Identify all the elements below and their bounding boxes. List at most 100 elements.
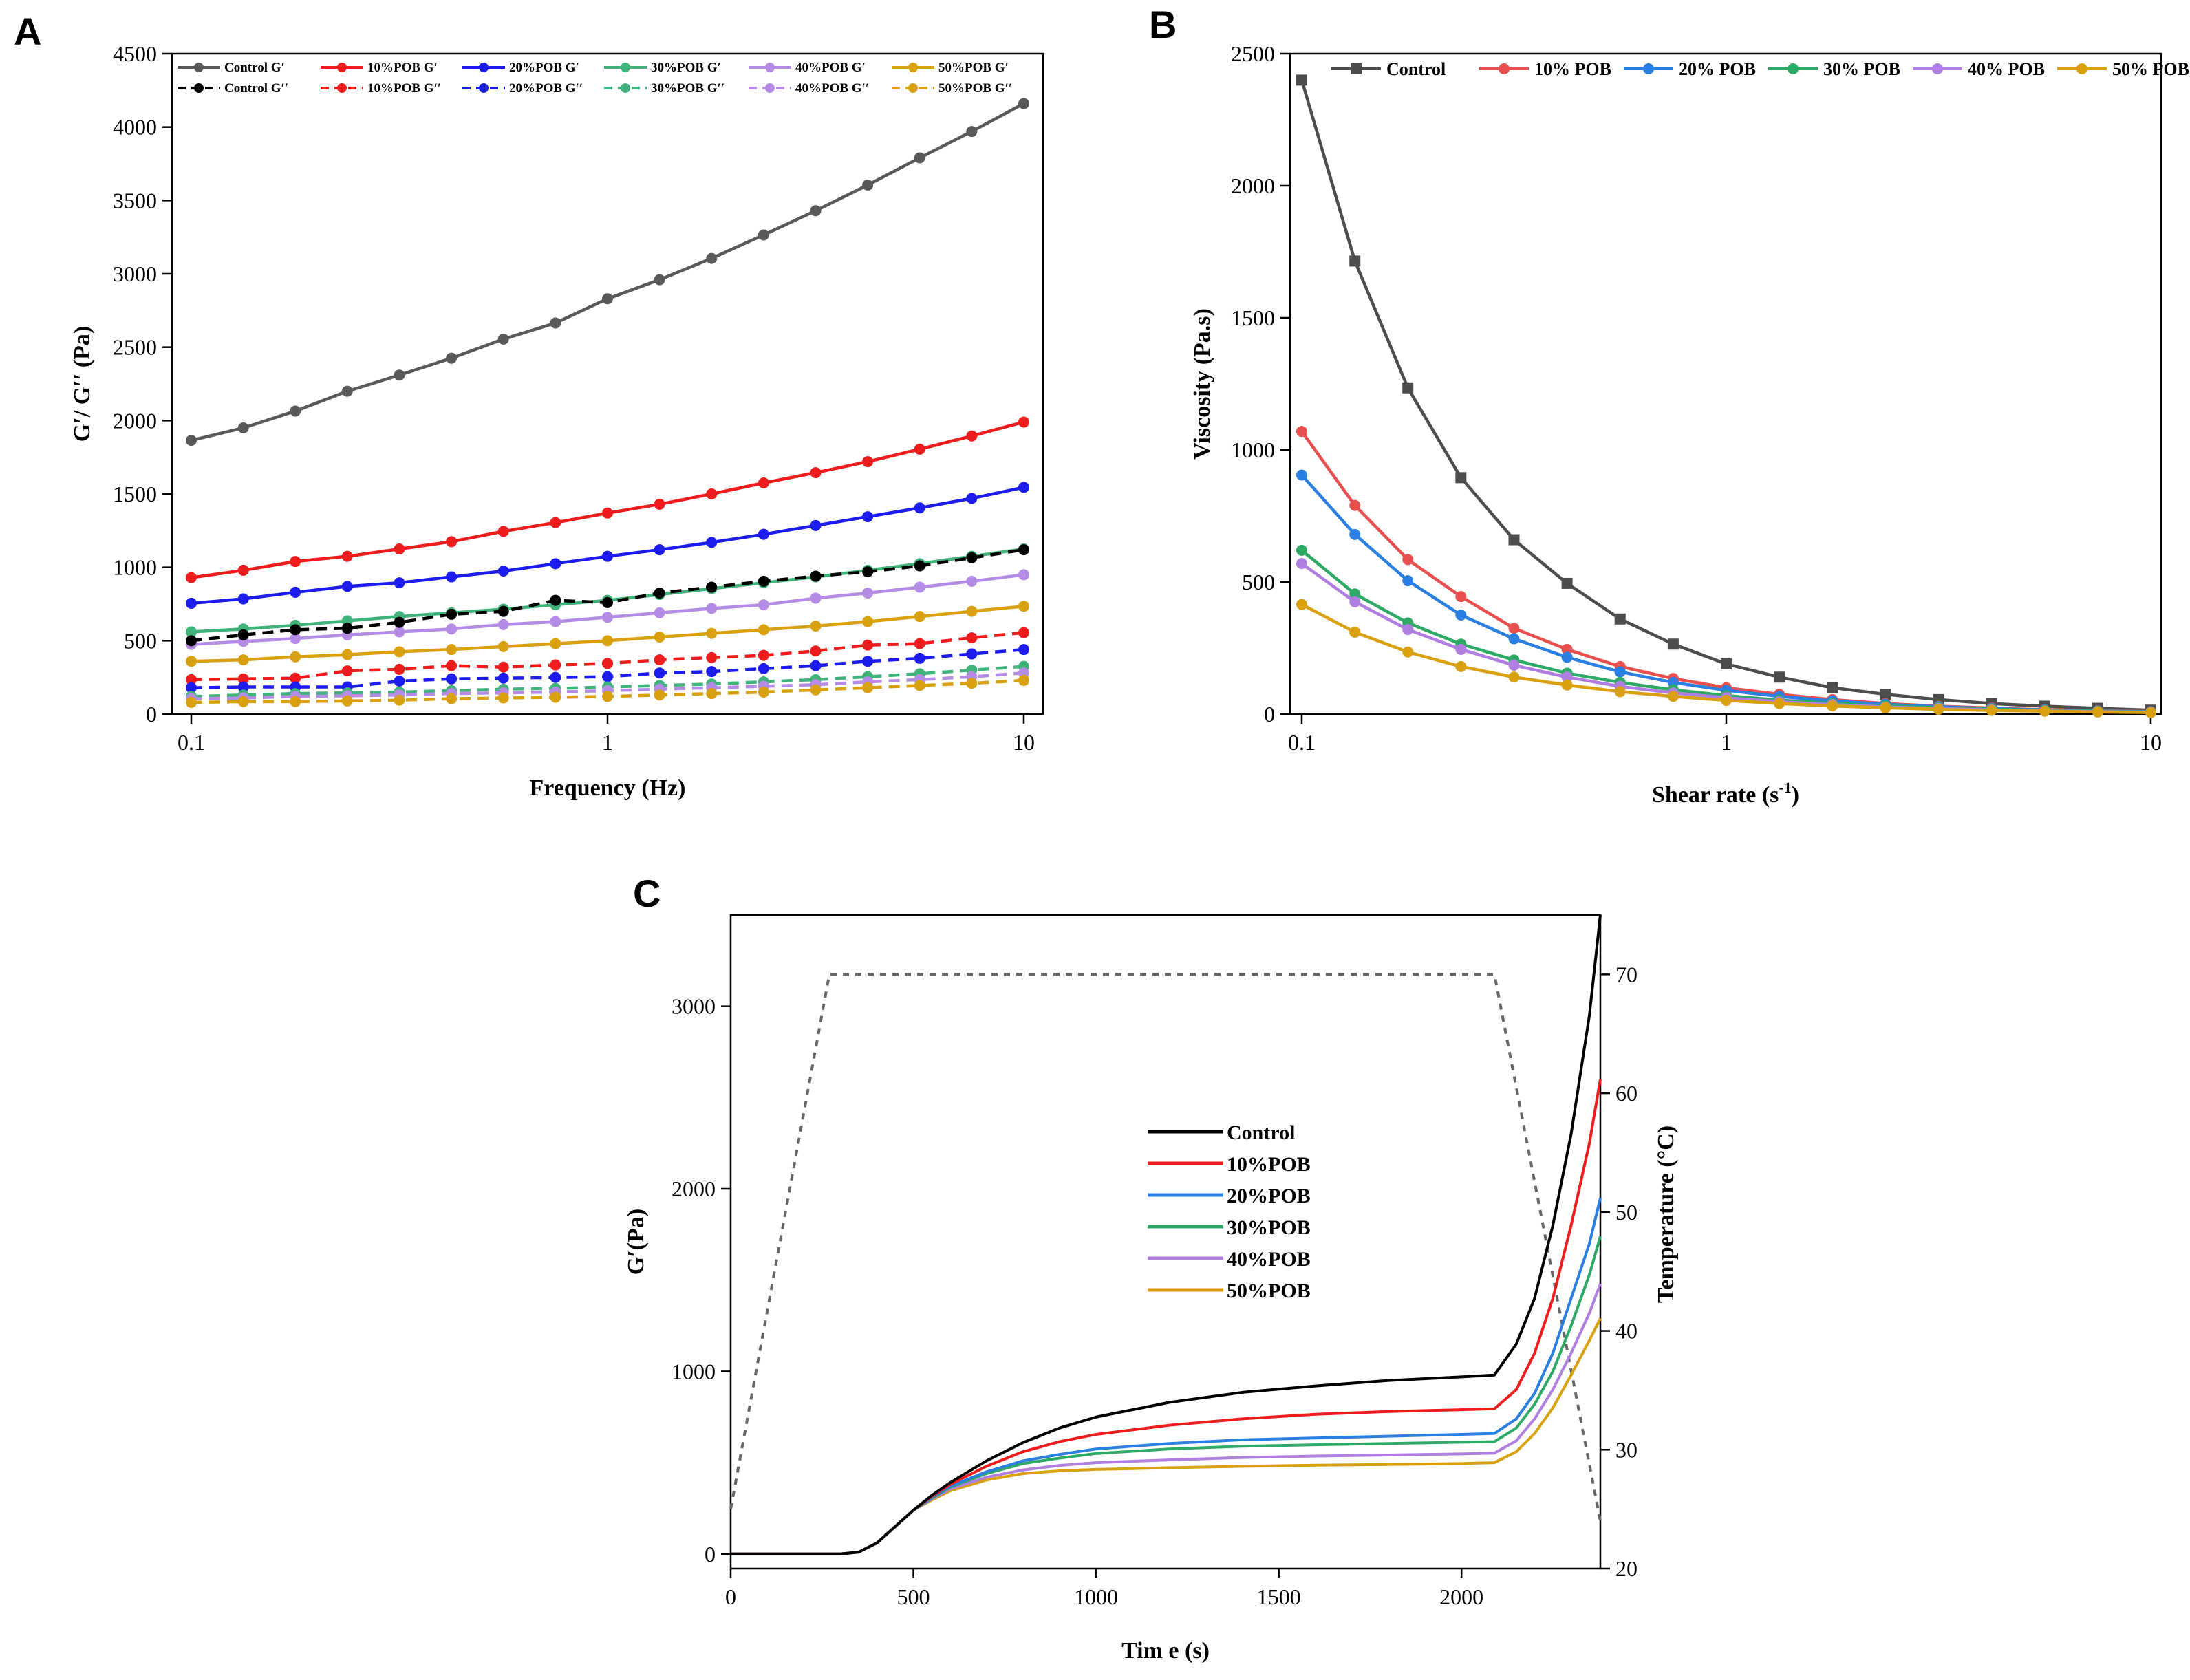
y-tick-label: 2000 — [1231, 173, 1275, 198]
series-20-pob-g — [186, 482, 1029, 609]
data-point — [706, 666, 718, 678]
data-point — [966, 126, 978, 138]
legend-label: 20%POB — [1227, 1185, 1311, 1207]
legend-marker — [621, 63, 630, 72]
data-point — [1561, 671, 1573, 683]
data-point — [186, 682, 197, 693]
x-tick-label: 1000 — [1074, 1584, 1118, 1609]
data-point — [1018, 544, 1029, 556]
data-point — [1296, 544, 1307, 556]
data-point — [1349, 596, 1361, 607]
data-point — [966, 575, 978, 587]
y2-tick-label: 30 — [1615, 1437, 1638, 1462]
data-point — [341, 581, 353, 592]
data-point — [1561, 651, 1573, 663]
data-point — [706, 651, 718, 663]
data-point — [237, 673, 249, 685]
data-point — [341, 623, 353, 634]
data-point — [602, 612, 613, 623]
series-line — [191, 102, 1025, 442]
data-point — [237, 696, 249, 707]
legend-label: 30% POB — [1823, 59, 1900, 79]
data-point — [1402, 554, 1414, 566]
data-point — [1508, 534, 1520, 546]
data-point — [654, 667, 665, 679]
legend-item: 30%POB G′′ — [604, 81, 724, 96]
data-point — [1018, 674, 1029, 686]
data-point — [1880, 689, 1891, 700]
data-point — [290, 651, 301, 663]
y-tick-label: 1000 — [672, 1359, 716, 1383]
panel-c-plot-frame — [729, 914, 1602, 1570]
data-point — [394, 369, 405, 381]
data-point — [810, 684, 822, 696]
data-point — [966, 648, 978, 660]
series-10-pob-g — [186, 627, 1029, 685]
y-tick-label: 1000 — [113, 555, 157, 580]
series-line — [191, 486, 1024, 605]
data-point — [186, 656, 197, 667]
data-point — [758, 687, 769, 698]
legend-label: 50%POB G′ — [938, 61, 1009, 75]
y-tick-label: 1500 — [1231, 305, 1275, 330]
data-point — [341, 385, 353, 397]
data-point — [1018, 627, 1029, 638]
data-point — [1296, 558, 1307, 570]
series-10-pob-g — [186, 416, 1029, 583]
data-point — [1402, 624, 1414, 636]
panel-a-letter: A — [14, 10, 41, 53]
panel-b-legend: Control 10% POB 20% POB 30% POB 40% POB 50% P… — [1331, 59, 2189, 79]
data-point — [1721, 658, 1732, 670]
y2-tick-label: 60 — [1615, 1081, 1638, 1106]
legend-label: Control G′′ — [224, 81, 288, 96]
data-point — [550, 558, 561, 570]
data-point — [1018, 644, 1029, 656]
data-point — [550, 594, 561, 606]
data-point — [497, 692, 509, 704]
legend-item: 50%POB G′′ — [892, 81, 1012, 96]
data-point — [1018, 601, 1029, 612]
y-tick-label: 4000 — [113, 115, 157, 140]
data-point — [341, 550, 353, 562]
series-control-g — [186, 544, 1029, 647]
data-point — [550, 671, 561, 683]
data-point — [1402, 382, 1414, 394]
data-point — [966, 605, 978, 617]
data-point — [654, 544, 665, 556]
data-point — [810, 519, 822, 531]
legend-marker — [337, 83, 347, 93]
data-point — [394, 663, 405, 675]
y-tick-label: 1000 — [1231, 438, 1275, 462]
series-line — [1300, 430, 2151, 713]
legend-marker — [479, 83, 489, 93]
data-point — [1508, 623, 1520, 634]
data-point — [914, 680, 925, 691]
data-point — [1508, 671, 1520, 683]
data-point — [1018, 416, 1029, 428]
data-point — [602, 635, 613, 647]
legend-item: 10%POB — [1148, 1153, 1311, 1176]
panel-a-series — [186, 98, 1029, 708]
data-point — [654, 632, 665, 643]
data-point — [914, 152, 925, 164]
legend-marker — [479, 63, 489, 72]
data-point — [758, 229, 769, 241]
data-point — [341, 665, 353, 677]
x-tick-label: 0.1 — [178, 730, 205, 755]
panel-b: B 0 500 1000 1500 2000 2500 0.1 1 10 Shear rate (… — [1149, 3, 2189, 808]
data-point — [237, 654, 249, 666]
legend-marker — [1788, 63, 1799, 74]
y-tick-label: 0 — [146, 702, 157, 726]
data-point — [1349, 626, 1361, 638]
data-point — [1933, 704, 1944, 715]
legend-item: 20%POB G′′ — [462, 81, 583, 96]
series-line — [731, 914, 1602, 1555]
y-tick-label: 4500 — [113, 41, 157, 66]
data-point — [341, 649, 353, 660]
series-temperature — [729, 973, 1602, 1522]
data-point — [602, 550, 613, 562]
y2-tick-label: 70 — [1615, 962, 1638, 987]
data-point — [497, 605, 509, 617]
legend-label: 30%POB G′ — [651, 61, 721, 75]
